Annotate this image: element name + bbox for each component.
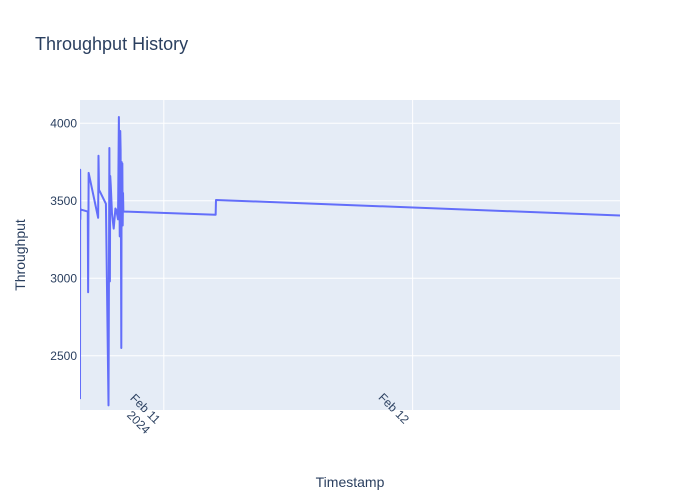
y-axis-title: Throughput [12,219,28,291]
y-tick-label: 4000 [50,116,77,130]
plot-area [80,100,620,410]
x-axis-title: Timestamp [316,474,385,490]
y-tick-labels: 2500 3000 3500 4000 [50,116,77,363]
grid-lines [80,100,620,410]
y-tick-label: 2500 [50,349,77,363]
series-layer [80,116,620,407]
chart-title: Throughput History [35,34,188,54]
y-tick-label: 3500 [50,194,77,208]
throughput-series-line [80,116,620,407]
y-tick-label: 3000 [50,271,77,285]
